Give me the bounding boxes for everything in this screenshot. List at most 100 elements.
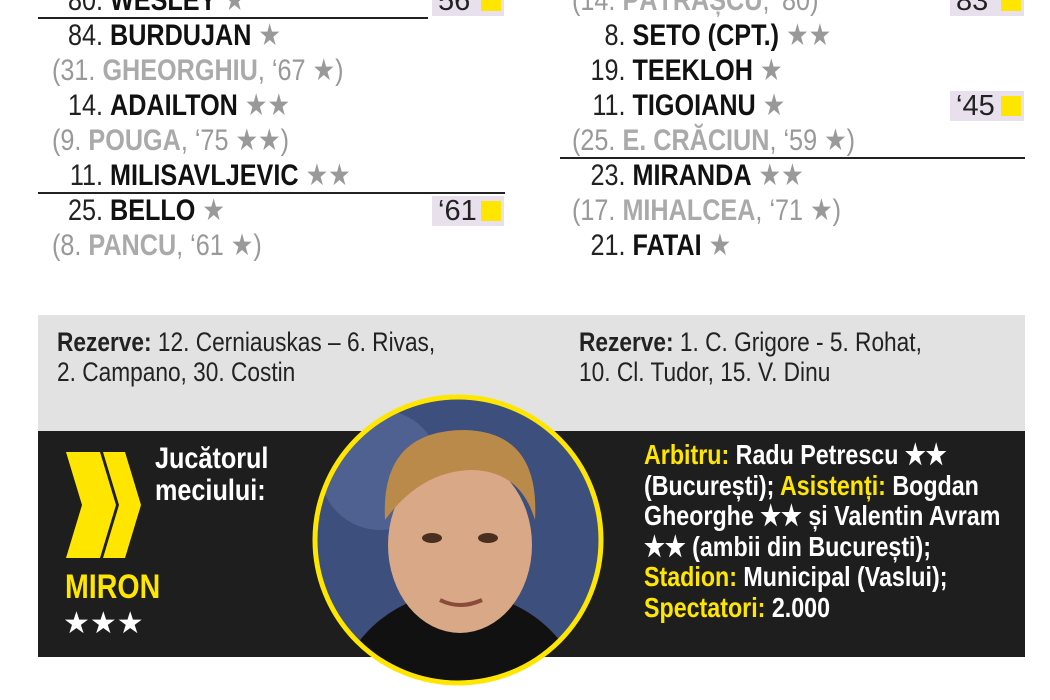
- reserves: Rezerve: 1. C. Grigore - 5. Rohat, 10. Cl…: [579, 327, 922, 387]
- divider: [38, 17, 428, 19]
- player-name: MILISAVLJEVIC: [110, 159, 299, 192]
- shirt-number: 11.: [592, 89, 626, 122]
- shirt-number: 84.: [67, 19, 103, 52]
- official-text: Municipal (Vaslui);: [743, 561, 948, 592]
- lineup-row: (8. PANCU, ‘61 ★): [52, 228, 262, 263]
- photo-frame: [312, 394, 604, 686]
- sub-number: (25.: [572, 124, 616, 157]
- divider: [560, 157, 1025, 159]
- lineup-row: (25. E. CRĂCIUN, ‘59 ★): [572, 123, 855, 158]
- rating-stars: ★: [708, 229, 732, 262]
- sub-name: GHEORGHIU: [102, 54, 258, 87]
- player-photo: [315, 397, 601, 683]
- sub-detail: , ‘75 ★★): [180, 124, 290, 157]
- rating-stars: ★★: [305, 159, 351, 192]
- sub-name: MIHALCEA: [622, 194, 756, 227]
- lineup-row: 21. FATAI ★: [560, 228, 731, 263]
- lineup-row: 80. WESLEY ★: [40, 0, 246, 18]
- player-of-match-stars: ★★★: [63, 607, 144, 640]
- official-label: Stadion:: [644, 561, 737, 592]
- player-of-match-label: Jucătorul meciului:: [155, 442, 269, 507]
- rating-stars: ★: [223, 0, 247, 17]
- lineup-row: 11. MILISAVLJEVIC ★★: [40, 158, 351, 193]
- rating-stars: ★: [759, 54, 783, 87]
- player-name: TIGOIANU: [632, 89, 756, 122]
- lineup-row: 14. ADAILTON ★★: [40, 88, 290, 123]
- shirt-number: 80.: [67, 0, 103, 17]
- sub-name: PANCU: [88, 229, 177, 262]
- reserves-panel: [38, 315, 1025, 431]
- sub-number: (17.: [572, 194, 616, 227]
- sub-name: E. CRĂCIUN: [622, 124, 770, 157]
- lineup-row: 23. MIRANDA ★★: [560, 158, 803, 193]
- card-minute: ‘61: [438, 195, 477, 227]
- card-icon: [1001, 96, 1021, 116]
- officials: Arbitru: Radu Petrescu ★★ (București); A…: [644, 439, 1022, 623]
- sub-detail: , ‘71 ★): [755, 194, 842, 227]
- divider: [38, 192, 505, 194]
- official-text: 2.000: [771, 591, 831, 623]
- official-text: Radu Petrescu ★★ (București);: [644, 439, 947, 501]
- player-name: BELLO: [110, 194, 196, 227]
- lineup-row: 19. TEEKLOH ★: [560, 53, 783, 88]
- reserves: Rezerve: 12. Cerniauskas – 6. Rivas, 2. C…: [57, 327, 435, 387]
- lineup-row: 25. BELLO ★: [40, 193, 225, 228]
- shirt-number: 11.: [69, 159, 103, 192]
- rating-stars: ★★: [244, 89, 291, 122]
- shirt-number: 21.: [590, 229, 626, 262]
- sub-name: POUGA: [88, 124, 181, 157]
- sub-number: (9.: [52, 124, 82, 157]
- yellow-card: 83: [950, 0, 1024, 16]
- sub-number: (31.: [52, 54, 96, 87]
- reserves-text: 12. Cerniauskas – 6. Rivas,: [157, 327, 436, 357]
- yellow-card: ‘61: [432, 196, 504, 226]
- shirt-number: 25.: [67, 194, 103, 227]
- sub-detail: , ‘80): [762, 0, 819, 17]
- card-icon: [1001, 0, 1021, 11]
- player-name: SETO (CPT.): [632, 19, 780, 52]
- reserves-label: Rezerve:: [579, 327, 674, 357]
- player-name: FATAI: [632, 229, 702, 262]
- lineup-row: (17. MIHALCEA, ‘71 ★): [572, 193, 841, 228]
- player-name: TEEKLOH: [632, 54, 753, 87]
- official-label: Asistenți:: [780, 469, 886, 501]
- chevron: [103, 452, 141, 558]
- lineup-row: (31. GHEORGHIU, ‘67 ★): [52, 53, 343, 88]
- shirt-number: 23.: [590, 159, 626, 192]
- card-minute: 56: [438, 0, 471, 17]
- yellow-card: 56: [432, 0, 504, 16]
- sub-number: (14.: [572, 0, 616, 17]
- player-of-match-name: MIRON: [65, 568, 161, 606]
- reserves-label: Rezerve:: [57, 327, 152, 357]
- official-label: Arbitru:: [644, 439, 730, 470]
- rating-stars: ★: [762, 89, 786, 122]
- sub-number: (8.: [52, 229, 82, 262]
- reserves-text: 10. Cl. Tudor, 15. V. Dinu: [579, 357, 831, 387]
- shirt-number: 19.: [590, 54, 626, 87]
- sub-detail: , ‘67 ★): [257, 54, 344, 87]
- lineup-row: (14. PĂTRAȘCU, ‘80): [572, 0, 818, 18]
- official-text: Bogdan Gheorghe ★★ și Valentin Avram ★★ …: [644, 469, 1001, 562]
- shirt-number: 14.: [67, 89, 103, 122]
- sub-name: PĂTRAȘCU: [622, 0, 763, 17]
- player-name: BURDUJAN: [110, 19, 252, 52]
- yellow-card: ‘45: [950, 91, 1024, 121]
- official-label: Spectatori:: [644, 591, 766, 623]
- reserves-text: 2. Campano, 30. Costin: [57, 357, 296, 387]
- player-name: ADAILTON: [110, 89, 238, 122]
- reserves-text: 1. C. Grigore - 5. Rohat,: [679, 327, 922, 357]
- chevron: [66, 452, 116, 558]
- rating-stars: ★: [202, 194, 226, 227]
- card-icon: [481, 0, 501, 11]
- sub-detail: , ‘59 ★): [769, 124, 856, 157]
- player-name: WESLEY: [110, 0, 217, 17]
- lineup-row: (9. POUGA, ‘75 ★★): [52, 123, 289, 158]
- card-minute: 83: [956, 0, 989, 17]
- rating-stars: ★: [258, 19, 282, 52]
- lineup-row: 84. BURDUJAN ★: [40, 18, 281, 53]
- sub-detail: , ‘61 ★): [176, 229, 262, 262]
- rating-stars: ★★: [786, 19, 832, 52]
- lineup-row: 11. TIGOIANU ★: [560, 88, 785, 123]
